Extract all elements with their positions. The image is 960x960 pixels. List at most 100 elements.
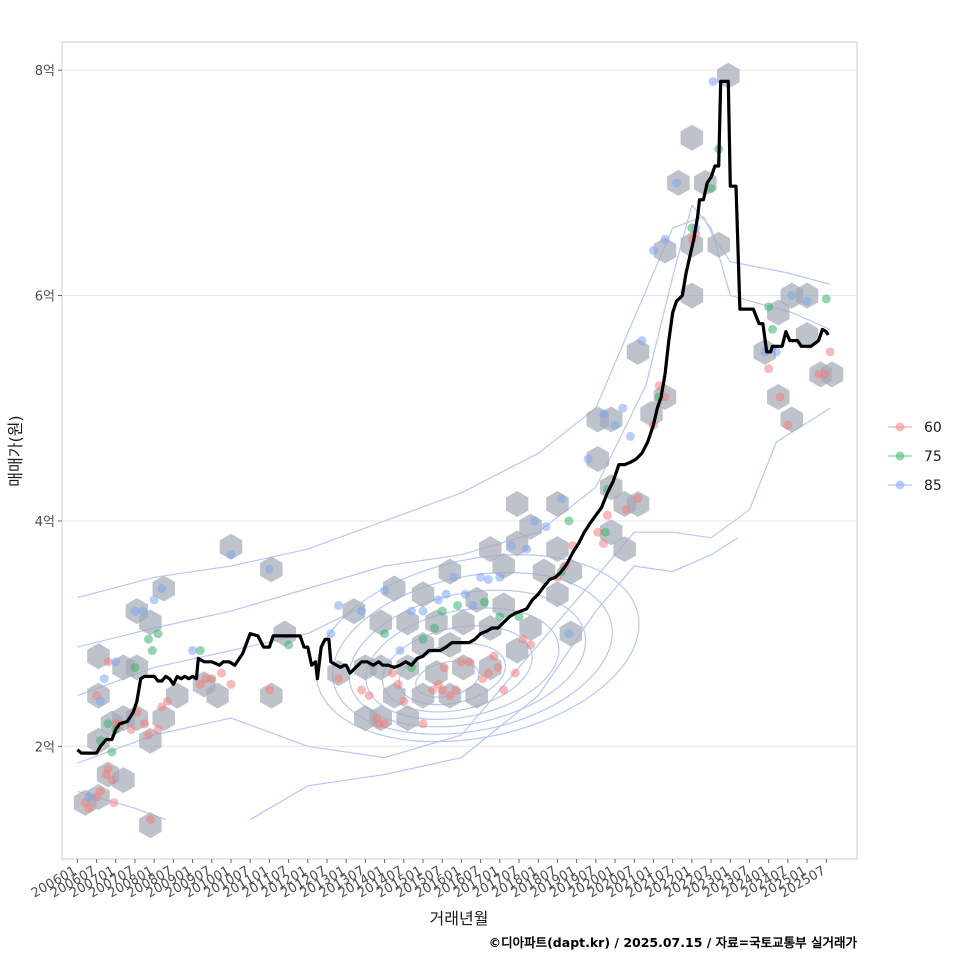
scatter-point-60 (364, 691, 374, 701)
legend-key-dot (895, 480, 905, 490)
scatter-point-75 (495, 612, 505, 622)
hexbin (152, 705, 175, 732)
hexbin (342, 598, 366, 625)
scatter-point-60 (456, 657, 466, 667)
scatter-layer (80, 76, 835, 825)
scatter-point-60 (153, 724, 163, 734)
scatter-point-85 (787, 291, 797, 301)
legend-key-dot (895, 451, 905, 461)
plot-panel (61, 41, 858, 860)
scatter-point-85 (441, 589, 451, 599)
scatter-point-75 (437, 606, 447, 616)
scatter-point-75 (430, 623, 440, 633)
hexbin (383, 575, 406, 602)
scatter-point-85 (326, 629, 336, 639)
scatter-point-60 (109, 798, 119, 808)
scatter-point-85 (583, 454, 593, 464)
hexbin (465, 682, 488, 709)
hexbin (369, 609, 392, 636)
scatter-point-85 (460, 589, 470, 599)
scatter-point-85 (618, 403, 628, 413)
scatter-point-75 (453, 600, 463, 610)
scatter-point-75 (147, 646, 157, 656)
legend-label: 60 (924, 420, 942, 436)
hexbin (626, 338, 650, 365)
scatter-point-75 (380, 629, 390, 639)
hexbin (626, 491, 650, 517)
y-tick-label: 6억 (35, 290, 55, 305)
scatter-point-85 (130, 606, 140, 616)
scatter-point-85 (395, 646, 405, 656)
scatter-point-60 (95, 786, 105, 796)
scatter-point-60 (451, 685, 461, 695)
scatter-point-85 (226, 550, 236, 560)
scatter-point-85 (418, 606, 428, 616)
scatter-point-85 (648, 245, 658, 255)
scatter-point-60 (145, 815, 155, 825)
scatter-point-75 (821, 294, 831, 304)
median-line-layer (76, 79, 830, 755)
scatter-point-60 (207, 674, 217, 684)
x-axis-title: 거래년월 (430, 909, 489, 928)
hexbin (680, 124, 704, 151)
scatter-point-75 (103, 719, 113, 729)
scatter-point-85 (564, 629, 574, 639)
scatter-point-85 (380, 586, 390, 596)
scatter-point-60 (437, 685, 447, 695)
hexbin (546, 536, 569, 563)
scatter-point-60 (140, 719, 150, 729)
scatter-point-60 (819, 369, 829, 379)
scatter-point-85 (708, 76, 718, 86)
hexbin (112, 767, 135, 794)
hexbin (613, 536, 636, 563)
scatter-point-85 (433, 595, 443, 605)
hexbin (599, 519, 623, 546)
scatter-point-60 (825, 347, 835, 357)
hexbin (411, 581, 435, 608)
scatter-point-75 (143, 634, 153, 644)
scatter-point-60 (163, 696, 173, 706)
scatter-point-60 (264, 685, 274, 695)
scatter-point-85 (468, 600, 478, 610)
scatter-point-60 (493, 662, 503, 672)
hexbin (139, 609, 162, 636)
hexbin (795, 322, 819, 348)
hexbin (707, 231, 730, 258)
scatter-point-85 (660, 234, 670, 244)
scatter-point-60 (216, 668, 226, 678)
y-tick-label: 2억 (35, 740, 55, 755)
hexbin (273, 620, 296, 647)
scatter-point-85 (529, 516, 539, 526)
scatter-point-60 (783, 420, 793, 430)
scatter-point-60 (464, 657, 474, 667)
scatter-point-60 (387, 668, 397, 678)
scatter-point-60 (399, 696, 409, 706)
scatter-point-85 (625, 431, 635, 441)
scatter-point-60 (334, 674, 344, 684)
scatter-point-60 (445, 691, 455, 701)
scatter-point-85 (671, 178, 681, 188)
scatter-point-85 (188, 646, 198, 656)
scatter-point-60 (518, 634, 528, 644)
hexbin (680, 282, 704, 309)
scatter-point-85 (157, 584, 167, 594)
scatter-point-60 (599, 538, 609, 548)
hexbin (396, 609, 419, 636)
scatter-point-60 (393, 679, 403, 689)
density-contour (365, 607, 560, 720)
hexbin (479, 536, 502, 563)
scatter-point-60 (357, 685, 367, 695)
scatter-point-60 (157, 702, 167, 712)
legend-key-dot (895, 422, 905, 432)
scatter-point-75 (768, 324, 778, 334)
y-tick-label: 8억 (35, 64, 55, 79)
scatter-point-85 (610, 420, 620, 430)
scatter-point-60 (380, 719, 390, 729)
scatter-point-60 (428, 685, 438, 695)
hexbin (219, 533, 243, 560)
scatter-point-75 (284, 640, 294, 650)
scatter-point-75 (514, 612, 524, 622)
hexbin (519, 615, 542, 641)
scatter-point-85 (637, 336, 647, 346)
